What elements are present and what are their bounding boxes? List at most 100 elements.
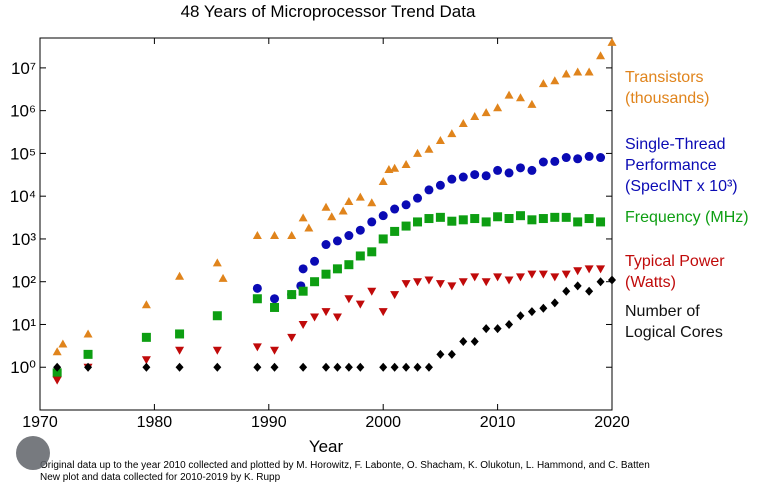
point	[608, 275, 616, 285]
x-tick-label: 1970	[22, 414, 58, 431]
point	[344, 231, 354, 241]
point	[458, 172, 468, 182]
point	[299, 362, 308, 372]
point	[413, 362, 422, 372]
point	[327, 212, 337, 221]
point	[321, 240, 331, 250]
point	[321, 269, 331, 279]
legend-label: Typical Power (Watts)	[625, 253, 725, 291]
point	[356, 362, 365, 372]
point	[287, 290, 297, 300]
point	[413, 148, 423, 157]
point	[52, 368, 62, 378]
point	[538, 214, 548, 224]
point	[435, 280, 445, 289]
point	[561, 212, 571, 222]
point	[585, 286, 594, 296]
point	[304, 223, 314, 232]
y-tick-label: 10⁷	[11, 59, 36, 78]
point	[298, 286, 308, 296]
point	[596, 153, 606, 163]
point	[607, 37, 617, 46]
point	[212, 346, 222, 355]
point	[310, 277, 320, 287]
point	[493, 165, 503, 175]
lens-icon[interactable]	[16, 436, 50, 470]
x-tick-label: 2000	[365, 414, 401, 431]
point	[338, 206, 348, 215]
x-tick-label: 1990	[251, 414, 287, 431]
point	[505, 319, 514, 329]
point	[482, 324, 491, 334]
point	[332, 264, 342, 274]
point	[596, 217, 606, 227]
point	[447, 129, 457, 138]
point	[344, 260, 354, 270]
point	[527, 270, 537, 279]
point	[322, 362, 330, 372]
y-tick-label: 10³	[11, 230, 36, 249]
point	[550, 156, 560, 166]
point	[538, 157, 548, 167]
point	[252, 283, 262, 293]
point	[504, 276, 514, 285]
point	[584, 151, 594, 161]
point	[458, 215, 468, 225]
point	[390, 226, 400, 236]
point	[252, 294, 262, 304]
point	[539, 303, 548, 313]
point	[493, 103, 503, 112]
point	[573, 217, 583, 227]
point	[436, 349, 445, 359]
point	[355, 192, 365, 201]
point	[584, 214, 594, 224]
point	[213, 362, 222, 372]
point	[424, 276, 434, 285]
point	[298, 213, 308, 222]
point	[538, 79, 548, 88]
point	[355, 251, 365, 261]
point	[218, 273, 228, 282]
point	[367, 247, 377, 257]
point	[584, 265, 594, 274]
point	[390, 291, 400, 300]
point	[481, 217, 491, 227]
y-tick-label: 10¹	[11, 315, 36, 334]
point	[527, 165, 537, 175]
point	[310, 313, 320, 322]
point	[378, 211, 388, 221]
chart-title: 48 Years of Microprocessor Trend Data	[181, 2, 476, 21]
point	[378, 234, 388, 244]
point	[481, 108, 491, 117]
x-tick-label: 1980	[137, 414, 173, 431]
point	[402, 362, 411, 372]
point	[212, 258, 222, 267]
point	[493, 324, 502, 334]
point	[333, 362, 342, 372]
point	[252, 343, 262, 352]
point	[573, 281, 582, 291]
legend-label: Number of Logical Cores	[625, 303, 723, 341]
point	[270, 294, 280, 304]
point	[141, 332, 151, 342]
point	[401, 160, 411, 169]
point	[83, 349, 93, 359]
point	[53, 362, 62, 372]
point	[561, 69, 571, 78]
point	[515, 273, 525, 282]
point	[378, 177, 388, 186]
point	[287, 333, 297, 342]
point	[58, 339, 68, 348]
point	[83, 329, 93, 338]
y-tick-label: 10⁵	[10, 144, 36, 163]
point	[561, 153, 571, 163]
point	[550, 273, 560, 282]
point	[561, 270, 571, 279]
point	[470, 273, 480, 282]
point	[142, 362, 151, 372]
point	[515, 163, 525, 173]
point	[584, 67, 594, 76]
point	[52, 347, 62, 356]
point	[424, 144, 434, 153]
